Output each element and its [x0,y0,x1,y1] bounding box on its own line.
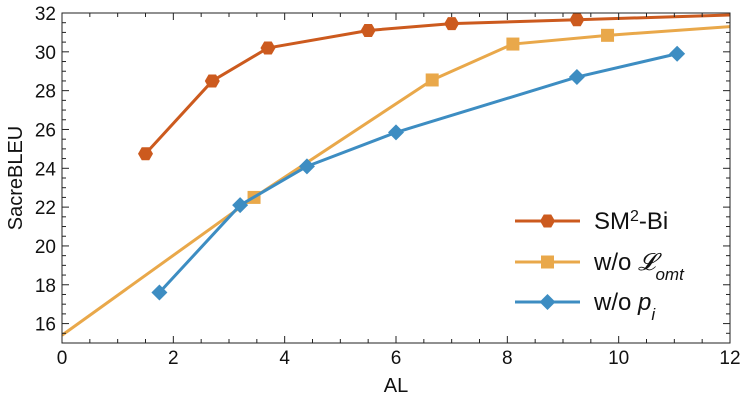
x-tick-label: 10 [608,348,629,369]
y-tick-label: 32 [35,4,56,25]
y-tick-label: 30 [35,43,56,64]
data-point-diamond [568,69,585,86]
legend-label: SM2-Bi [594,208,668,236]
x-tick-label: 8 [502,348,513,369]
legend-item-sm2-bi: SM2-Bi [515,208,668,236]
data-point-hexagon [204,74,220,88]
series-layer [62,13,730,337]
series-2 [151,45,686,301]
y-axis-title: SacreBLEU [5,126,27,231]
series-line [158,52,678,294]
y-tick-label: 28 [35,82,56,103]
data-point-diamond [232,197,249,214]
data-point-diamond [669,45,686,62]
data-point-hexagon [260,41,276,55]
data-point-hexagon [360,23,376,37]
y-tick-label: 16 [35,315,56,336]
x-tick-label: 0 [57,348,68,369]
legend-item-wo-lomt: w/o 𝓛omt [515,248,685,284]
x-tick-label: 12 [719,348,740,369]
data-point-square [601,28,615,42]
data-point-diamond [388,124,404,141]
x-axis-title: AL [384,375,408,397]
y-tick-label: 18 [35,276,56,297]
y-tick-label: 20 [35,237,56,258]
legend-label: w/o pi [593,289,656,324]
legend-item-wo-pi: w/o pi [515,289,656,324]
data-point-diamond [151,284,168,301]
series-0 [138,13,730,161]
x-tick-label: 4 [279,348,290,369]
x-tick-label: 2 [168,348,179,369]
legend-label: w/o 𝓛omt [593,248,685,284]
data-point-hexagon [540,214,555,228]
legend-marker [541,255,554,269]
data-point-hexagon [569,13,585,27]
data-point-square [541,255,554,269]
legend-marker [539,294,556,310]
x-tick-label: 6 [391,348,402,369]
y-tick-label: 24 [35,159,57,180]
data-point-hexagon [138,147,153,161]
legend: SM2-Bi w/o 𝓛omt w/o pi [515,208,685,324]
y-tick-label: 22 [35,198,56,219]
data-point-diamond [539,294,556,310]
data-point-hexagon [444,17,460,31]
data-point-square [506,37,520,51]
data-point-square [425,73,439,87]
y-tick-label: 26 [35,120,56,141]
series-line [62,25,730,337]
legend-marker [540,214,555,228]
data-point-diamond [298,158,315,175]
